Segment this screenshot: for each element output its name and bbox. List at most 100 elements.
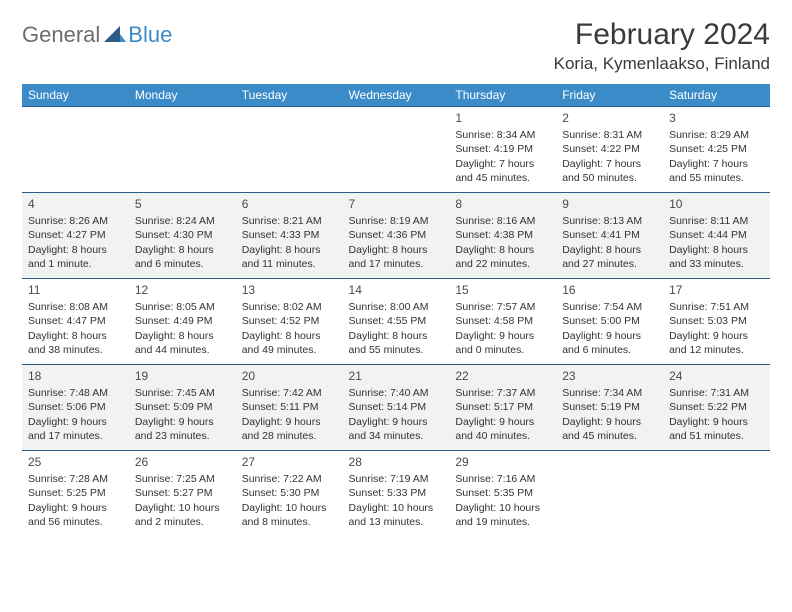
sunset-text: Sunset: 5:25 PM [28, 486, 123, 500]
day-number: 29 [455, 454, 550, 470]
calendar-cell: 23Sunrise: 7:34 AMSunset: 5:19 PMDayligh… [556, 365, 663, 451]
daylight-line2: and 12 minutes. [669, 343, 764, 357]
daylight-line1: Daylight: 10 hours [135, 501, 230, 515]
sunset-text: Sunset: 5:22 PM [669, 400, 764, 414]
daylight-line1: Daylight: 8 hours [349, 329, 444, 343]
calendar-week-row: 1Sunrise: 8:34 AMSunset: 4:19 PMDaylight… [22, 107, 770, 193]
day-number: 11 [28, 282, 123, 298]
calendar-cell: 14Sunrise: 8:00 AMSunset: 4:55 PMDayligh… [343, 279, 450, 365]
daylight-line1: Daylight: 7 hours [562, 157, 657, 171]
calendar-cell: 6Sunrise: 8:21 AMSunset: 4:33 PMDaylight… [236, 193, 343, 279]
day-header: Friday [556, 84, 663, 107]
sunrise-text: Sunrise: 8:13 AM [562, 214, 657, 228]
daylight-line1: Daylight: 8 hours [135, 243, 230, 257]
day-number: 21 [349, 368, 444, 384]
daylight-line1: Daylight: 10 hours [349, 501, 444, 515]
sunrise-text: Sunrise: 7:48 AM [28, 386, 123, 400]
daylight-line1: Daylight: 7 hours [669, 157, 764, 171]
sunset-text: Sunset: 5:19 PM [562, 400, 657, 414]
day-number: 14 [349, 282, 444, 298]
sunset-text: Sunset: 4:49 PM [135, 314, 230, 328]
calendar-cell: 12Sunrise: 8:05 AMSunset: 4:49 PMDayligh… [129, 279, 236, 365]
day-number: 28 [349, 454, 444, 470]
calendar-cell: 5Sunrise: 8:24 AMSunset: 4:30 PMDaylight… [129, 193, 236, 279]
calendar-cell: 28 Sunrise: 7:19 AMSunset: 5:33 PMDayligh… [343, 451, 450, 537]
day-number: 12 [135, 282, 230, 298]
day-number: 15 [455, 282, 550, 298]
day-number: 3 [669, 110, 764, 126]
sunset-text: Sunset: 4:22 PM [562, 142, 657, 156]
daylight-line2: and 38 minutes. [28, 343, 123, 357]
sunrise-text: Sunrise: 7:22 AM [242, 472, 337, 486]
daylight-line1: Daylight: 9 hours [455, 415, 550, 429]
calendar-cell: 10Sunrise: 8:11 AMSunset: 4:44 PMDayligh… [663, 193, 770, 279]
day-number: 4 [28, 196, 123, 212]
daylight-line2: and 50 minutes. [562, 171, 657, 185]
daylight-line1: Daylight: 8 hours [349, 243, 444, 257]
day-number: 13 [242, 282, 337, 298]
sunrise-text: Sunrise: 7:54 AM [562, 300, 657, 314]
calendar-cell: 27Sunrise: 7:22 AMSunset: 5:30 PMDayligh… [236, 451, 343, 537]
day-header: Saturday [663, 84, 770, 107]
sunset-text: Sunset: 4:47 PM [28, 314, 123, 328]
day-number: 27 [242, 454, 337, 470]
daylight-line2: and 22 minutes. [455, 257, 550, 271]
calendar-cell: 11Sunrise: 8:08 AMSunset: 4:47 PMDayligh… [22, 279, 129, 365]
day-number: 19 [135, 368, 230, 384]
calendar-cell [343, 107, 450, 193]
sunset-text: Sunset: 5:03 PM [669, 314, 764, 328]
calendar-cell [663, 451, 770, 537]
calendar-cell: 3Sunrise: 8:29 AMSunset: 4:25 PMDaylight… [663, 107, 770, 193]
daylight-line1: Daylight: 8 hours [669, 243, 764, 257]
sunset-text: Sunset: 5:17 PM [455, 400, 550, 414]
daylight-line2: and 45 minutes. [455, 171, 550, 185]
day-number: 1 [455, 110, 550, 126]
daylight-line1: Daylight: 7 hours [455, 157, 550, 171]
daylight-line2: and 28 minutes. [242, 429, 337, 443]
sunrise-text: Sunrise: 8:24 AM [135, 214, 230, 228]
sunrise-text: Sunrise: 8:31 AM [562, 128, 657, 142]
day-number: 16 [562, 282, 657, 298]
sunrise-text: Sunrise: 7:19 AM [349, 472, 444, 486]
sunset-text: Sunset: 4:55 PM [349, 314, 444, 328]
sunset-text: Sunset: 5:14 PM [349, 400, 444, 414]
calendar-cell: 26Sunrise: 7:25 AMSunset: 5:27 PMDayligh… [129, 451, 236, 537]
calendar-week-row: 4Sunrise: 8:26 AMSunset: 4:27 PMDaylight… [22, 193, 770, 279]
sunset-text: Sunset: 5:35 PM [455, 486, 550, 500]
calendar-cell: 22Sunrise: 7:37 AMSunset: 5:17 PMDayligh… [449, 365, 556, 451]
sunset-text: Sunset: 4:33 PM [242, 228, 337, 242]
day-number: 18 [28, 368, 123, 384]
daylight-line1: Daylight: 10 hours [242, 501, 337, 515]
day-number: 25 [28, 454, 123, 470]
sunset-text: Sunset: 4:19 PM [455, 142, 550, 156]
page-header: General Blue February 2024 Koria, Kymenl… [22, 18, 770, 74]
daylight-line2: and 27 minutes. [562, 257, 657, 271]
day-number: 23 [562, 368, 657, 384]
daylight-line2: and 2 minutes. [135, 515, 230, 529]
daylight-line1: Daylight: 9 hours [455, 329, 550, 343]
daylight-line2: and 6 minutes. [562, 343, 657, 357]
day-number: 9 [562, 196, 657, 212]
sunset-text: Sunset: 4:58 PM [455, 314, 550, 328]
daylight-line1: Daylight: 8 hours [455, 243, 550, 257]
daylight-line2: and 55 minutes. [669, 171, 764, 185]
logo-text-general: General [22, 22, 100, 48]
daylight-line2: and 8 minutes. [242, 515, 337, 529]
day-header: Tuesday [236, 84, 343, 107]
sunset-text: Sunset: 5:33 PM [349, 486, 444, 500]
day-number: 26 [135, 454, 230, 470]
daylight-line2: and 40 minutes. [455, 429, 550, 443]
daylight-line2: and 17 minutes. [28, 429, 123, 443]
sunset-text: Sunset: 5:09 PM [135, 400, 230, 414]
calendar-cell: 16Sunrise: 7:54 AMSunset: 5:00 PMDayligh… [556, 279, 663, 365]
sunrise-text: Sunrise: 8:02 AM [242, 300, 337, 314]
calendar-cell: 1Sunrise: 8:34 AMSunset: 4:19 PMDaylight… [449, 107, 556, 193]
sunset-text: Sunset: 4:36 PM [349, 228, 444, 242]
daylight-line1: Daylight: 9 hours [28, 415, 123, 429]
title-block: February 2024 Koria, Kymenlaakso, Finlan… [554, 18, 770, 74]
daylight-line1: Daylight: 10 hours [455, 501, 550, 515]
daylight-line2: and 49 minutes. [242, 343, 337, 357]
calendar-week-row: 18Sunrise: 7:48 AMSunset: 5:06 PMDayligh… [22, 365, 770, 451]
day-number: 22 [455, 368, 550, 384]
day-header: Thursday [449, 84, 556, 107]
